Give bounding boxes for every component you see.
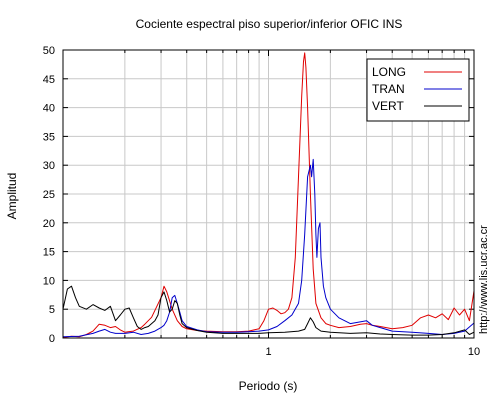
series-line-vert xyxy=(63,285,474,336)
legend-label-tran: TRAN xyxy=(372,82,405,96)
y-tick-label: 5 xyxy=(49,304,55,316)
y-tick-label: 25 xyxy=(43,189,55,201)
legend-label-long: LONG xyxy=(372,65,406,79)
grid xyxy=(63,50,474,338)
series-line-tran xyxy=(63,158,474,338)
y-tick-label: 40 xyxy=(43,103,55,115)
source-url: http://www.lis.ucr.ac.cr xyxy=(478,225,490,334)
y-tick-label: 10 xyxy=(43,275,55,287)
x-axis-title: Periodo (s) xyxy=(239,379,298,393)
y-tick-label: 35 xyxy=(43,131,55,143)
x-tick-label: 10 xyxy=(468,346,480,358)
y-tick-label: 45 xyxy=(43,74,55,86)
y-axis-title: Amplitud xyxy=(5,173,19,220)
x-tick-label: 1 xyxy=(265,346,271,358)
legend-label-vert: VERT xyxy=(372,99,404,113)
plot-frame xyxy=(62,49,475,339)
y-tick-label: 30 xyxy=(43,160,55,172)
chart-title: Cociente espectral piso superior/inferio… xyxy=(136,17,403,31)
series-line-long xyxy=(63,52,474,338)
y-axis-ticks: 0 5 10 15 20 25 30 35 40 45 50 xyxy=(43,45,474,345)
y-tick-label: 15 xyxy=(43,247,55,259)
legend: LONG TRAN VERT xyxy=(366,58,470,122)
series-lines xyxy=(63,52,474,338)
y-tick-label: 20 xyxy=(43,218,55,230)
y-tick-label: 50 xyxy=(43,45,55,57)
y-tick-label: 0 xyxy=(49,333,55,345)
legend-box xyxy=(366,58,470,122)
